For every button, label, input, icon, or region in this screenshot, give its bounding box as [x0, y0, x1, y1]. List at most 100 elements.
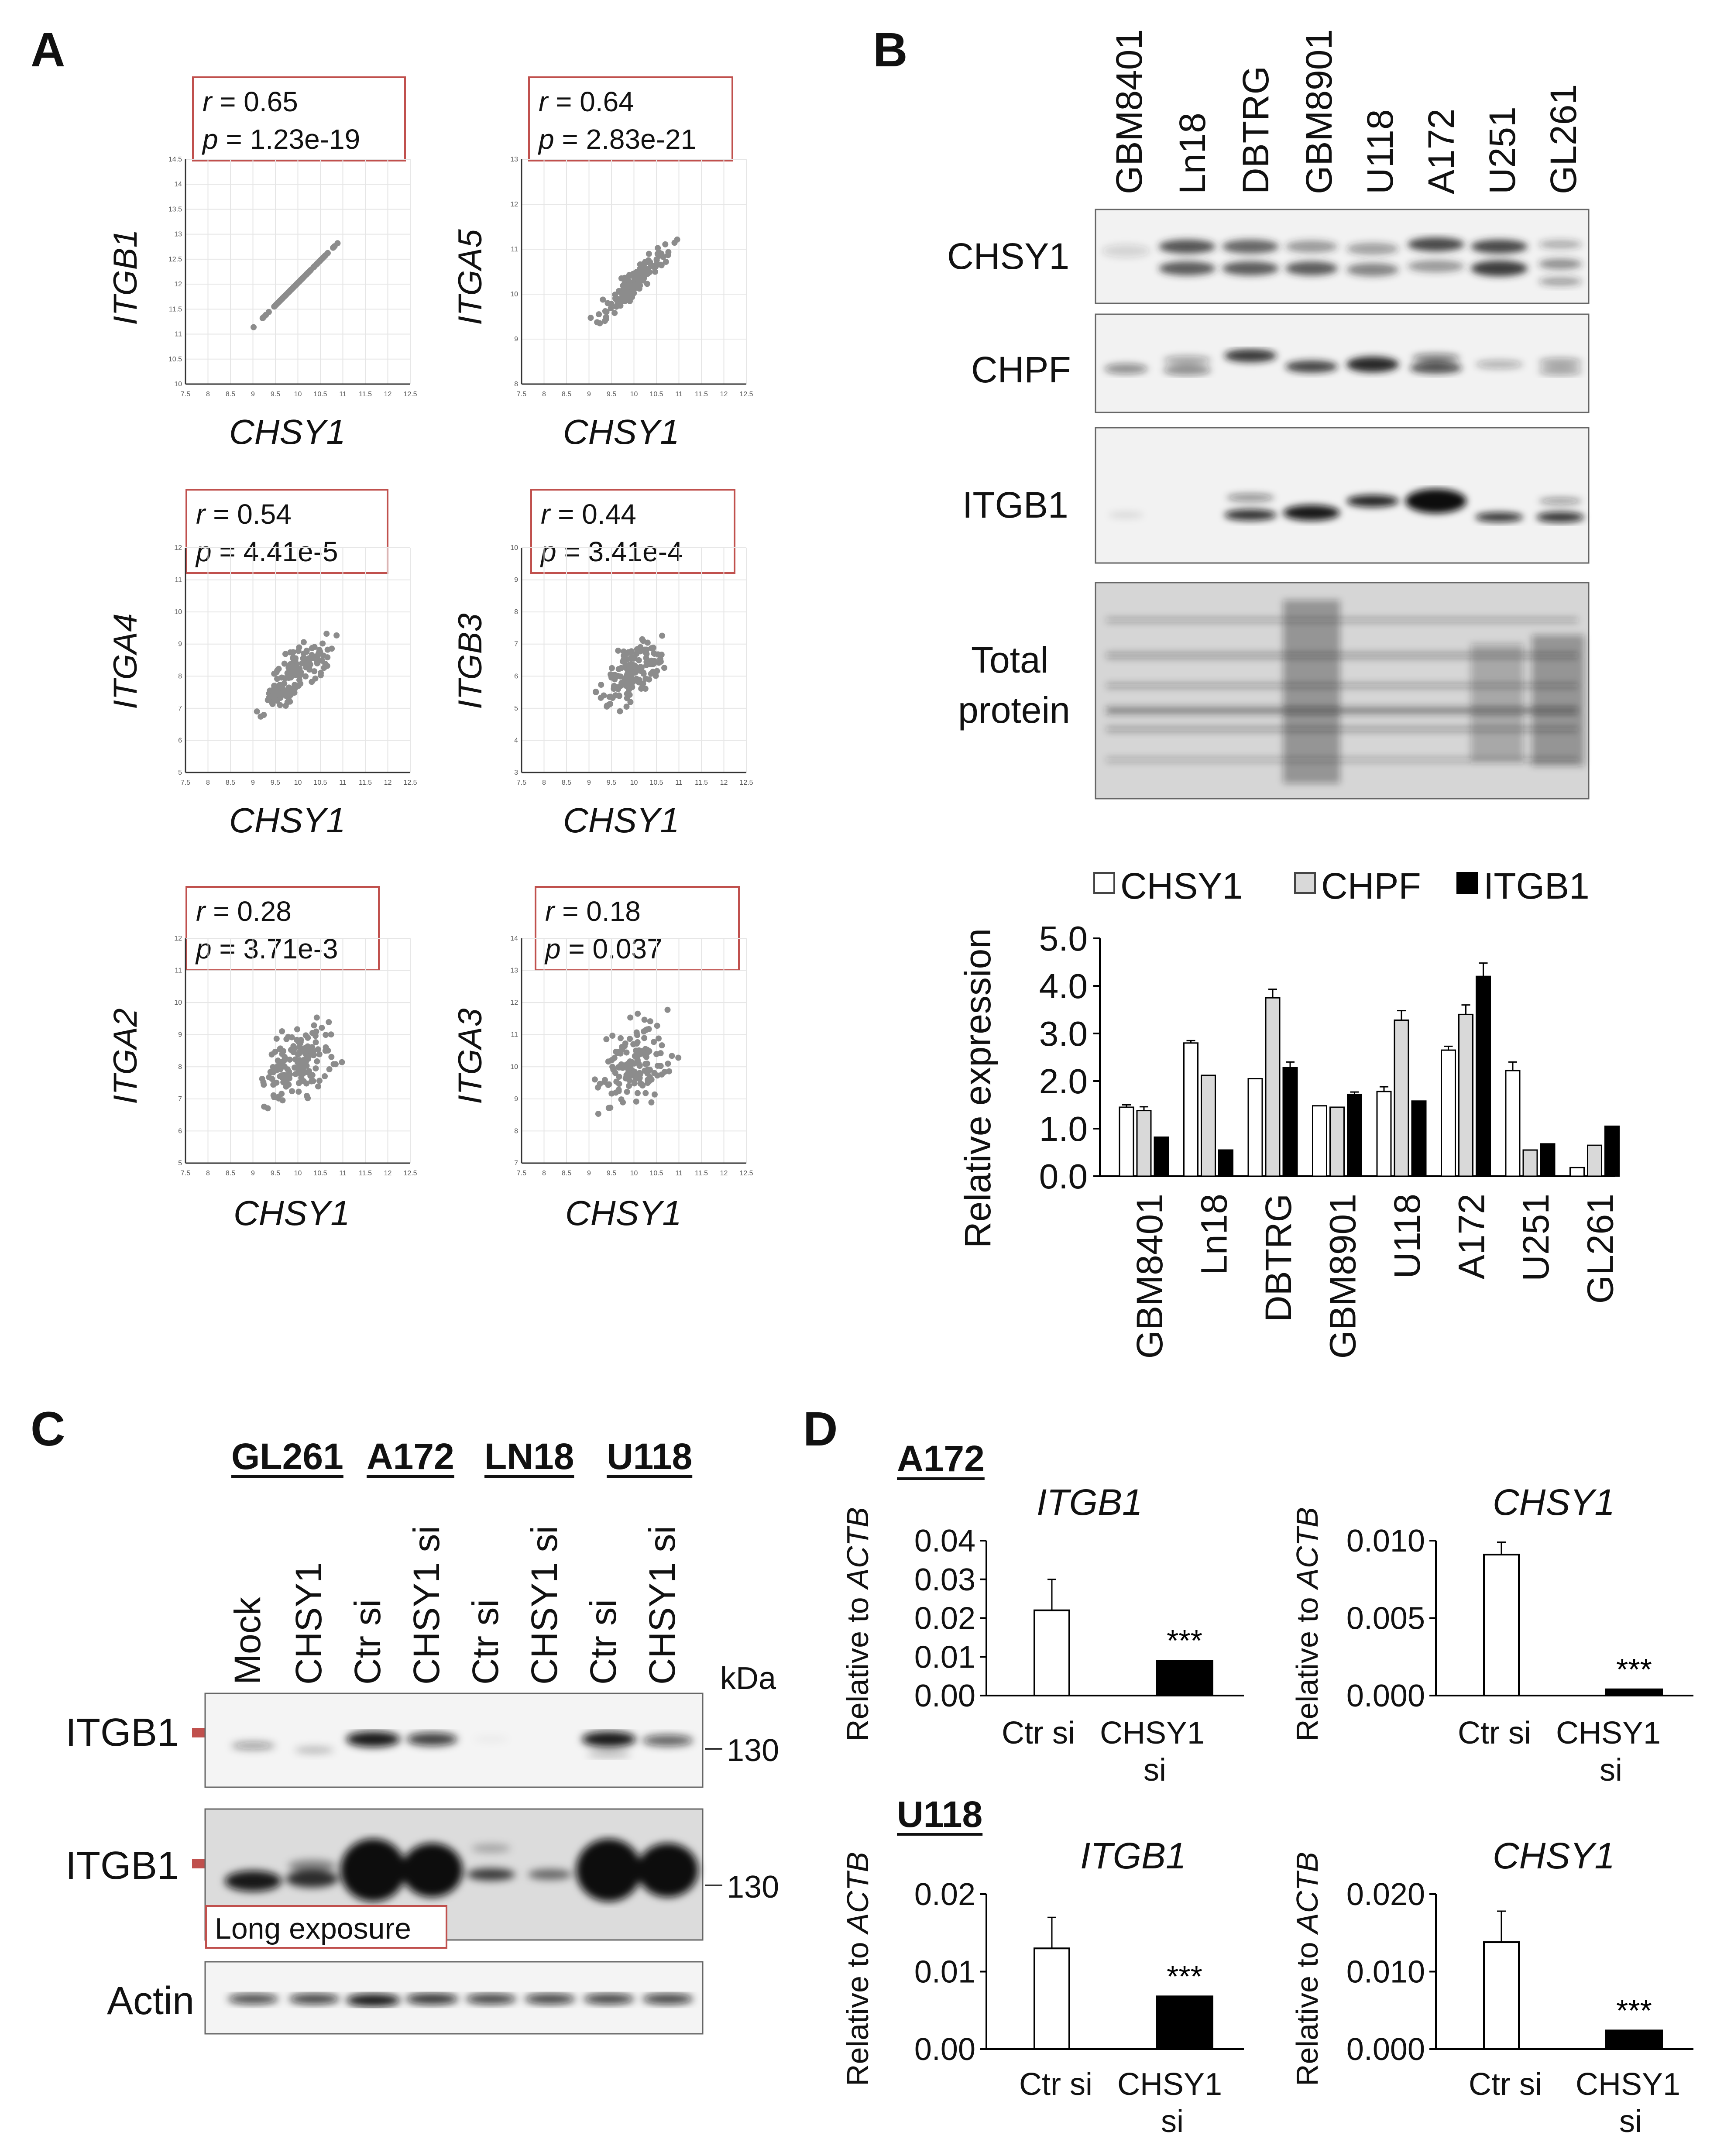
x-label-ctr: Ctr si — [1458, 1716, 1531, 1751]
y-tick-label: 9 — [178, 641, 182, 648]
scatter-point — [636, 1075, 643, 1082]
scatter-point — [617, 708, 623, 714]
legend-swatch-chpf — [1294, 872, 1316, 894]
scatter-point — [622, 662, 629, 669]
scatter-point — [284, 1066, 291, 1073]
x-tick-label: 12 — [384, 1170, 392, 1177]
scatter-point — [653, 256, 660, 263]
scatter-point — [659, 1042, 665, 1049]
scatter-point — [640, 669, 646, 676]
scatter-point — [283, 1036, 290, 1042]
scatter-point — [279, 295, 286, 302]
scatter-point — [277, 1046, 283, 1052]
group-header-gl261: GL261 — [231, 1436, 343, 1477]
scatter-point — [648, 1099, 655, 1105]
scatter-point — [303, 649, 310, 655]
y-axis-label: Relative to ACTB — [1290, 1852, 1324, 2086]
scatter-point — [267, 693, 273, 700]
bar — [1411, 1100, 1427, 1177]
lane-header: Ln18 — [1172, 113, 1213, 194]
x-tick-label: 9.5 — [271, 779, 280, 786]
scatter-point — [631, 663, 637, 669]
legend-swatch-chsy1 — [1093, 872, 1115, 894]
group-header-ln18: LN18 — [484, 1436, 574, 1477]
x-tick-label: 9 — [251, 779, 255, 786]
scatter-point — [635, 657, 642, 663]
cell-label-u118: U118 — [897, 1794, 983, 1835]
r-value: = 0.54 — [205, 498, 292, 530]
x-tick-label: 9 — [251, 391, 255, 398]
scatter-point — [633, 1098, 639, 1105]
significance-label: *** — [1167, 1624, 1202, 1658]
scatter-point — [657, 1063, 664, 1069]
qpcr-bar-plot: 0.02 0.01 0.00 *** — [914, 1877, 1244, 2067]
scatter-point — [302, 673, 309, 680]
scatter-point — [631, 1080, 638, 1087]
scatter-point — [639, 636, 646, 642]
x-tick-label: 10 — [294, 779, 302, 786]
x-tick-label: GL261 — [1580, 1194, 1621, 1304]
y-tick-label: 13 — [510, 967, 518, 975]
y-tick-label: 3.0 — [1039, 1014, 1088, 1053]
y-tick-label: 7 — [178, 705, 182, 712]
x-axis-label: CHSY1 — [563, 801, 680, 840]
x-tick-label: 12 — [384, 391, 392, 398]
scatter-point — [633, 676, 640, 682]
x-tick-label: 7.5 — [517, 391, 526, 398]
scatter-point — [593, 689, 599, 696]
scatter-point — [266, 1074, 272, 1081]
qpcr-bar-plot: 0.020 0.010 0.000 *** — [1346, 1877, 1693, 2067]
scatter-point — [292, 682, 298, 688]
x-tick-label: A172 — [1451, 1194, 1492, 1279]
y-tick-label: 9 — [514, 1095, 518, 1103]
scatter-point — [620, 1099, 626, 1105]
scatter-point — [637, 267, 644, 273]
y-tick-label: 10 — [510, 1063, 518, 1071]
p-value: = 3.41e-4 — [556, 536, 683, 567]
x-tick-label: 7.5 — [181, 391, 190, 398]
scatter-point — [597, 320, 603, 326]
blot-image-chpf — [1095, 313, 1590, 413]
y-axis-gene-label: ITGA3 — [452, 1008, 489, 1104]
scatter-point — [600, 296, 606, 303]
x-tick-label: 11 — [339, 779, 347, 786]
scatter-point — [626, 1083, 632, 1089]
scatter-point — [291, 1064, 298, 1071]
y-tick-label: 10 — [510, 291, 518, 298]
scatter-point — [323, 631, 330, 637]
r-value: = 0.64 — [548, 86, 634, 117]
scatter-point — [297, 672, 303, 679]
r-symbol: r — [541, 498, 550, 530]
x-label-si-suffix: si — [1144, 1753, 1166, 1788]
y-tick-label: 14.5 — [168, 156, 182, 163]
y-tick-label: 0.0 — [1039, 1157, 1088, 1196]
y-tick-label: 14 — [510, 935, 518, 942]
y-tick-label: 9 — [178, 1031, 182, 1039]
y-tick-label: 0.02 — [914, 1601, 975, 1636]
y-axis-gene-label: ITGA4 — [107, 613, 144, 709]
scatter-point — [648, 645, 655, 652]
scatter-point — [638, 685, 645, 692]
scatter-point — [623, 704, 630, 710]
x-tick-label: 8 — [206, 1170, 210, 1177]
scatter-point — [301, 1056, 308, 1063]
y-tick-label: 0.01 — [914, 1955, 975, 1990]
x-tick-label: 9 — [587, 1170, 591, 1177]
scatter-point — [621, 680, 628, 686]
scatter-point — [295, 1051, 302, 1057]
p-symbol: p — [203, 124, 218, 155]
y-tick-label: 9 — [514, 577, 518, 584]
x-tick-label: 8 — [206, 779, 210, 786]
y-tick-label: 0.000 — [1346, 2032, 1425, 2067]
y-tick-label: 0.00 — [914, 1679, 975, 1713]
scatter-point — [317, 672, 324, 679]
y-tick-label: 13.5 — [168, 206, 182, 213]
y-tick-label: 10.5 — [168, 356, 182, 363]
y-tick-label: 10 — [174, 999, 182, 1006]
x-tick-label: 9 — [251, 1170, 255, 1177]
scatter-point — [305, 269, 312, 276]
scatter-point — [653, 1051, 660, 1057]
scatter-point — [646, 251, 652, 257]
scatter-point — [313, 1014, 320, 1021]
scatter-point — [616, 288, 623, 295]
